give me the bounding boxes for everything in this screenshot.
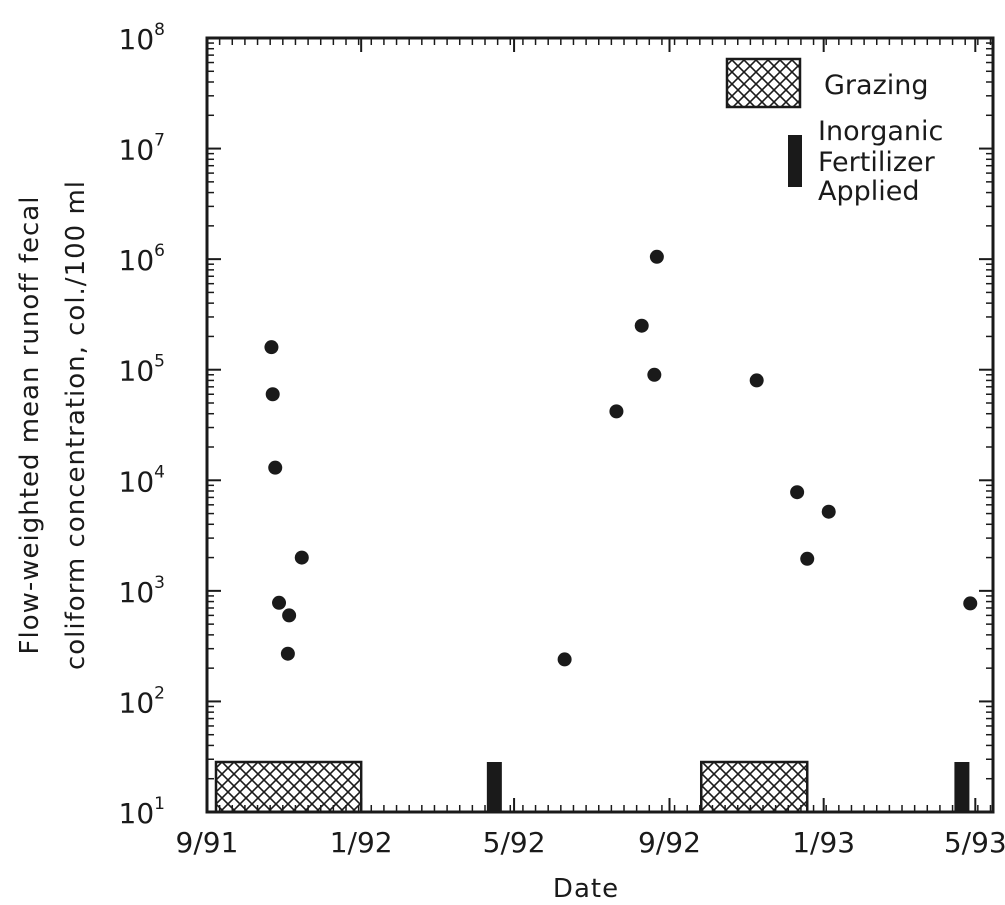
legend-fertilizer-label-3: Applied — [818, 176, 920, 207]
data-point — [749, 373, 764, 388]
x-tick-labels: 9/91 1/92 5/92 9/92 1/93 5/93 — [176, 826, 1005, 859]
x-axis-title: Date — [553, 874, 619, 904]
data-point — [649, 249, 664, 264]
data-point — [557, 652, 572, 667]
y-tick-label: 105 — [119, 352, 165, 388]
y-tick-label: 106 — [119, 241, 165, 277]
data-point — [609, 404, 624, 419]
y-tick-label: 103 — [119, 573, 165, 609]
legend-grazing-label: Grazing — [824, 70, 929, 101]
x-tick-label: 5/93 — [944, 826, 1005, 859]
y-tick-exponent: 4 — [154, 462, 165, 482]
data-point — [264, 340, 279, 355]
data-point — [647, 367, 662, 382]
legend: Grazing Inorganic Fertilizer Applied — [725, 57, 943, 207]
data-point — [800, 551, 815, 566]
x-tick-label: 5/92 — [483, 826, 546, 859]
y-tick-label: 108 — [119, 20, 165, 56]
data-point — [280, 646, 295, 661]
fertilizer-application-bar — [486, 762, 502, 812]
data-point — [821, 504, 836, 519]
y-axis-title-line1: Flow-weighted mean runoff fecal — [15, 196, 45, 655]
y-axis-title-line2: coliform concentration, col./100 ml — [61, 180, 91, 670]
legend-fertilizer-label-1: Inorganic — [818, 116, 943, 147]
data-point — [282, 608, 297, 623]
data-point — [294, 550, 309, 565]
data-point — [634, 318, 649, 333]
x-tick-label: 1/92 — [330, 826, 393, 859]
x-tick-label: 9/92 — [638, 826, 701, 859]
legend-fertilizer-label-2: Fertilizer — [818, 147, 936, 178]
y-tick-exponent: 7 — [154, 131, 165, 151]
data-point — [790, 485, 805, 500]
x-tick-label: 9/91 — [176, 826, 239, 859]
data-point — [272, 595, 287, 610]
fertilizer-application-bar — [954, 762, 970, 812]
grazing-period-bar — [699, 760, 809, 814]
legend-fertilizer-swatch — [788, 135, 802, 187]
plot-frame — [205, 36, 995, 814]
treatment-periods — [214, 760, 970, 814]
legend-grazing-swatch — [725, 57, 802, 109]
grazing-period-bar — [214, 760, 363, 814]
y-tick-exponent: 5 — [154, 352, 165, 372]
y-tick-label: 104 — [119, 462, 165, 498]
y-tick-exponent: 1 — [154, 794, 165, 814]
y-tick-exponent: 2 — [154, 683, 165, 703]
y-tick-label: 107 — [119, 131, 165, 167]
y-tick-label: 102 — [119, 683, 165, 719]
x-tick-label: 1/93 — [792, 826, 855, 859]
data-point — [963, 596, 978, 611]
y-tick-label: 101 — [119, 794, 165, 830]
y-axis-title: Flow-weighted mean runoff fecal — [15, 196, 45, 655]
y-tick-labels: 101 102 103 104 105 106 107 108 — [119, 20, 165, 830]
data-point — [265, 387, 280, 402]
y-tick-exponent: 8 — [154, 20, 165, 40]
data-point — [268, 460, 283, 475]
y-tick-exponent: 3 — [154, 573, 165, 593]
data-points — [264, 249, 978, 667]
y-axis-title-2: coliform concentration, col./100 ml — [61, 180, 91, 670]
y-tick-exponent: 6 — [154, 241, 165, 261]
